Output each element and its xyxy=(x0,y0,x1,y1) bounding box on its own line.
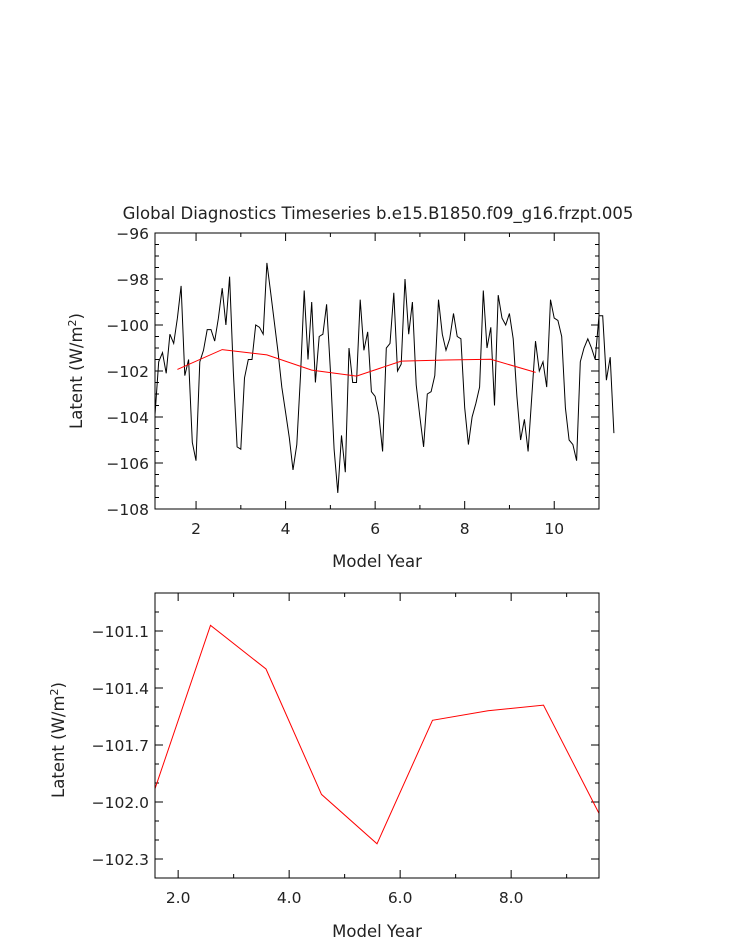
y-tick-label: −104 xyxy=(106,409,149,427)
bottom-x-tick-labels: 2.0 4.0 6.0 8.0 xyxy=(166,889,524,907)
bottom-ticks xyxy=(155,593,599,879)
bottom-y-axis-label-main: Latent (W/m xyxy=(49,695,68,797)
bottom-y-axis-label-sup: 2 xyxy=(48,688,61,695)
top-y-axis-label: Latent (W/m2) xyxy=(66,313,86,429)
top-series xyxy=(154,262,615,493)
bottom-y-tick-labels: −102.3 −102.0 −101.7 −101.4 −101.1 xyxy=(92,623,149,869)
top-y-axis-label-sup: 2 xyxy=(66,319,79,326)
y-tick-label: −101.4 xyxy=(92,680,149,698)
y-tick-label: −106 xyxy=(106,455,149,473)
y-tick-label: −98 xyxy=(116,271,149,289)
series-line-monthly xyxy=(154,262,615,493)
top-chart: Global Diagnostics Timeseries b.e15.B185… xyxy=(66,204,633,571)
x-tick-label: 4 xyxy=(281,520,291,538)
x-tick-label: 6.0 xyxy=(388,889,413,907)
y-tick-label: −101.1 xyxy=(92,623,149,641)
x-tick-label: 8 xyxy=(460,520,470,538)
x-tick-label: 2.0 xyxy=(166,889,191,907)
top-y-axis-label-close: ) xyxy=(67,313,86,319)
bottom-chart: −102.3 −102.0 −101.7 −101.4 −101.1 2.0 4.0 6.0… xyxy=(48,592,600,941)
series-line-annual-mean xyxy=(154,624,600,845)
y-tick-label: −96 xyxy=(116,225,149,243)
x-tick-label: 6 xyxy=(370,520,380,538)
bottom-x-axis-label: Model Year xyxy=(332,922,422,941)
bottom-series xyxy=(154,624,600,845)
top-x-axis-label: Model Year xyxy=(332,552,422,571)
top-y-axis-label-main: Latent (W/m xyxy=(67,326,86,428)
top-y-tick-labels: −108 −106 −104 −102 −100 −98 −96 xyxy=(106,225,149,519)
x-tick-label: 4.0 xyxy=(277,889,302,907)
bottom-y-axis-label: Latent (W/m2) xyxy=(48,682,68,798)
x-tick-label: 10 xyxy=(544,520,564,538)
top-chart-title: Global Diagnostics Timeseries b.e15.B185… xyxy=(123,204,634,224)
x-tick-label: 2 xyxy=(191,520,201,538)
bottom-plot-frame xyxy=(154,592,600,879)
x-tick-label: 8.0 xyxy=(499,889,524,907)
series-line-annual-mean xyxy=(177,349,536,377)
y-tick-label: −102.0 xyxy=(92,794,149,812)
y-tick-label: −108 xyxy=(106,501,149,519)
y-tick-label: −101.7 xyxy=(92,737,149,755)
y-tick-label: −100 xyxy=(106,317,149,335)
y-tick-label: −102.3 xyxy=(92,851,149,869)
y-tick-label: −102 xyxy=(106,363,149,381)
bottom-y-axis-label-close: ) xyxy=(49,682,68,688)
top-x-tick-labels: 2 4 6 8 10 xyxy=(191,520,564,538)
top-plot-frame xyxy=(154,232,600,510)
